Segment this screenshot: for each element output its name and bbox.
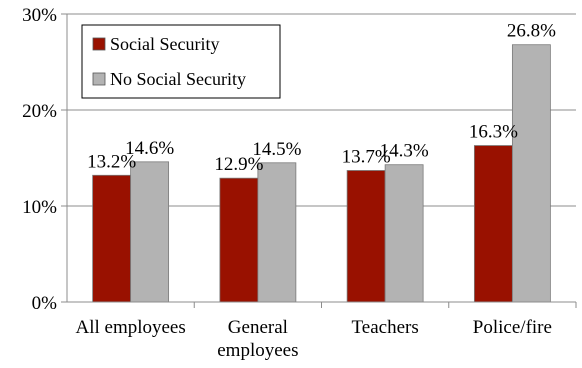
- bar-no-social-security: [257, 162, 297, 303]
- bar-social-security: [473, 145, 513, 303]
- bar-no-social-security: [130, 161, 170, 303]
- x-category-label: employees: [217, 340, 298, 361]
- y-tick-label: 20%: [22, 101, 57, 122]
- x-category-label: All employees: [75, 317, 185, 338]
- bars: [92, 44, 551, 303]
- legend-label: No Social Security: [110, 69, 246, 89]
- bar-social-security: [219, 177, 259, 303]
- bar-social-security: [92, 174, 132, 303]
- x-category-label: Police/fire: [473, 317, 552, 338]
- legend-swatch: [92, 37, 106, 51]
- data-label: 13.2%: [87, 151, 136, 172]
- legend-box: [81, 24, 281, 99]
- data-label: 26.8%: [507, 21, 556, 42]
- axes: [66, 14, 576, 303]
- y-axis-ticks: 0% 10% 20% 30%: [22, 5, 67, 314]
- data-label: 16.3%: [469, 122, 518, 143]
- data-label: 14.6%: [125, 138, 174, 159]
- legend-swatch: [92, 72, 106, 86]
- y-tick-label: 0%: [32, 293, 58, 314]
- legend: Social Security No Social Security: [81, 24, 281, 99]
- data-label: 12.9%: [214, 154, 263, 175]
- y-tick-label: 10%: [22, 197, 57, 218]
- legend-label: Social Security: [110, 34, 219, 54]
- data-labels: 13.2%14.6% 12.9%14.5% 13.7%14.3% 16.3% 26.8%: [87, 21, 556, 175]
- bar-social-security: [346, 170, 386, 303]
- data-label: 14.5%: [252, 139, 301, 160]
- bar-no-social-security: [511, 44, 551, 303]
- data-label: 14.3%: [380, 141, 429, 162]
- x-category-label: General: [228, 317, 288, 338]
- bar-no-social-security: [384, 164, 424, 303]
- y-tick-label: 30%: [22, 5, 57, 26]
- data-label: 13.7%: [342, 146, 391, 167]
- x-category-label: Teachers: [352, 317, 419, 338]
